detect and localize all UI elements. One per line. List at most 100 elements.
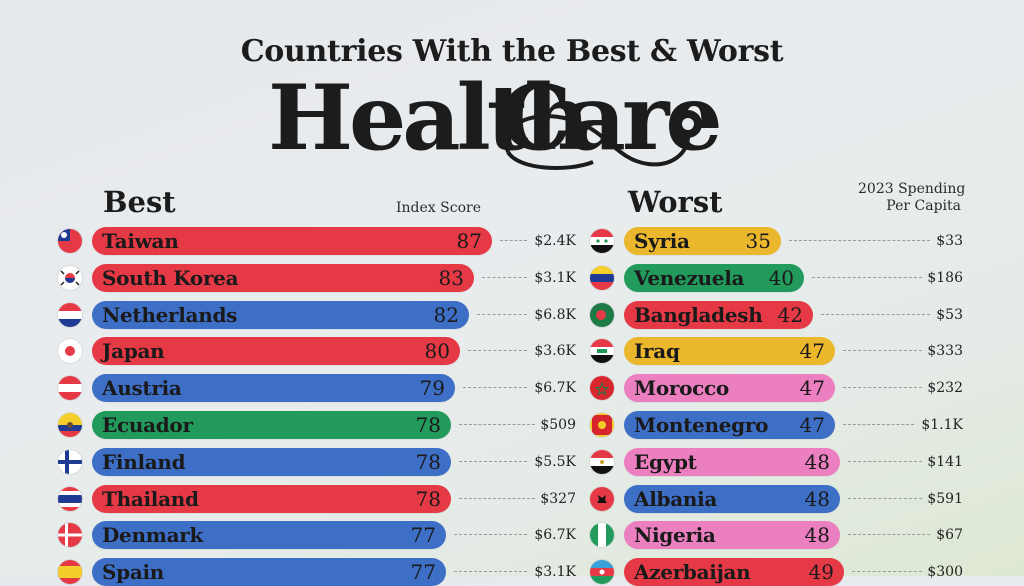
best-row-austria: Austria 79 $6.7K: [0, 374, 1024, 402]
spending-value: $3.1K: [534, 270, 576, 286]
best-row-netherlands: Netherlands 82 $6.8K: [0, 301, 1024, 329]
worst-row-montenegro: Montenegro 47 $1.1K: [0, 411, 1024, 439]
country-label: Ecuador: [102, 413, 193, 437]
leader-line: [789, 240, 931, 241]
score-value: 48: [804, 487, 830, 511]
worst-row-morocco: Morocco 47 $232: [0, 374, 1024, 402]
worst-row-nigeria: Nigeria 48 $67: [0, 521, 1024, 549]
worst-row-albania: Albania 48 $591: [0, 485, 1024, 513]
spending-value: $1.1K: [921, 417, 963, 433]
netherlands-flag-icon: [58, 303, 82, 327]
country-label: Nigeria: [634, 523, 716, 547]
leader-line: [454, 534, 527, 535]
bangladesh-flag-icon: [590, 303, 614, 327]
best-row-japan: Japan 80 $3.6K: [0, 337, 1024, 365]
country-label: Iraq: [634, 339, 680, 363]
bar-syria: [624, 227, 781, 255]
leader-line: [500, 240, 527, 241]
spending-value: $53: [936, 307, 963, 323]
leader-line: [459, 498, 536, 499]
country-label: Thailand: [102, 487, 199, 511]
bar-bangladesh: [624, 301, 813, 329]
bar-morocco: [624, 374, 835, 402]
score-value: 82: [433, 303, 459, 327]
leader-line: [459, 461, 527, 462]
best-column-label: Index Score: [396, 200, 481, 216]
bar-thailand: [92, 485, 451, 513]
score-value: 48: [804, 523, 830, 547]
worst-row-azerbaijan: Azerbaijan 49 $300: [0, 558, 1024, 586]
spending-value: $300: [927, 564, 963, 580]
south-korea-flag-icon: [58, 266, 82, 290]
country-label: Denmark: [102, 523, 204, 547]
country-label: Bangladesh: [634, 303, 763, 327]
spending-value: $333: [927, 343, 963, 359]
best-row-thailand: Thailand 78 $327: [0, 485, 1024, 513]
bar-austria: [92, 374, 455, 402]
worst-row-egypt: Egypt 48 $141: [0, 448, 1024, 476]
spending-value: $509: [540, 417, 576, 433]
spending-value: $2.4K: [534, 233, 576, 249]
leader-line: [463, 387, 527, 388]
score-value: 78: [415, 450, 441, 474]
leader-line: [848, 534, 931, 535]
leader-line: [852, 571, 923, 572]
spending-value: $33: [936, 233, 963, 249]
best-row-finland: Finland 78 $5.5K: [0, 448, 1024, 476]
score-value: 78: [415, 487, 441, 511]
leader-line: [821, 314, 931, 315]
score-value: 42: [777, 303, 803, 327]
country-label: Azerbaijan: [634, 560, 751, 584]
bar-montenegro: [624, 411, 835, 439]
japan-flag-icon: [58, 339, 82, 363]
bar-nigeria: [624, 521, 840, 549]
syria-flag-icon: [590, 229, 614, 253]
venezuela-flag-icon: [590, 266, 614, 290]
spending-value: $232: [927, 380, 963, 396]
country-label: Netherlands: [102, 303, 238, 327]
bar-netherlands: [92, 301, 469, 329]
egypt-flag-icon: [590, 450, 614, 474]
score-value: 83: [438, 266, 464, 290]
worst-row-syria: Syria 35 $33: [0, 227, 1024, 255]
iraq-flag-icon: [590, 339, 614, 363]
worst-heading: Worst: [628, 185, 723, 219]
country-label: Montenegro: [634, 413, 769, 437]
austria-flag-icon: [58, 376, 82, 400]
score-value: 47: [799, 376, 825, 400]
worst-column-label-line1: 2023 Spending: [858, 181, 966, 197]
spending-value: $186: [927, 270, 963, 286]
azerbaijan-flag-icon: [590, 560, 614, 584]
score-value: 47: [799, 339, 825, 363]
thailand-flag-icon: [58, 487, 82, 511]
worst-row-bangladesh: Bangladesh 42 $53: [0, 301, 1024, 329]
country-label: Japan: [102, 339, 165, 363]
leader-line: [848, 461, 923, 462]
denmark-flag-icon: [58, 523, 82, 547]
leader-line: [843, 424, 914, 425]
leader-line: [482, 277, 527, 278]
score-value: 47: [799, 413, 825, 437]
bar-egypt: [624, 448, 840, 476]
leader-line: [477, 314, 527, 315]
stethoscope-icon: [504, 110, 702, 170]
leader-line: [454, 571, 527, 572]
chart-subtitle: Countries With the Best & Worst: [240, 34, 784, 69]
best-row-denmark: Denmark 77 $6.7K: [0, 521, 1024, 549]
nigeria-flag-icon: [590, 523, 614, 547]
bar-taiwan: [92, 227, 492, 255]
bar-south-korea: [92, 264, 474, 292]
spending-value: $141: [927, 454, 963, 470]
leader-line: [843, 387, 923, 388]
worst-row-iraq: Iraq 47 $333: [0, 337, 1024, 365]
country-label: Finland: [102, 450, 186, 474]
best-row-taiwan: Taiwan 87 $2.4K: [0, 227, 1024, 255]
country-label: South Korea: [102, 266, 239, 290]
bar-japan: [92, 337, 460, 365]
spending-value: $6.7K: [534, 527, 576, 543]
country-label: Albania: [634, 487, 718, 511]
worst-row-venezuela: Venezuela 40 $186: [0, 264, 1024, 292]
ecuador-flag-icon: [58, 413, 82, 437]
bar-denmark: [92, 521, 446, 549]
country-label: Egypt: [634, 450, 697, 474]
